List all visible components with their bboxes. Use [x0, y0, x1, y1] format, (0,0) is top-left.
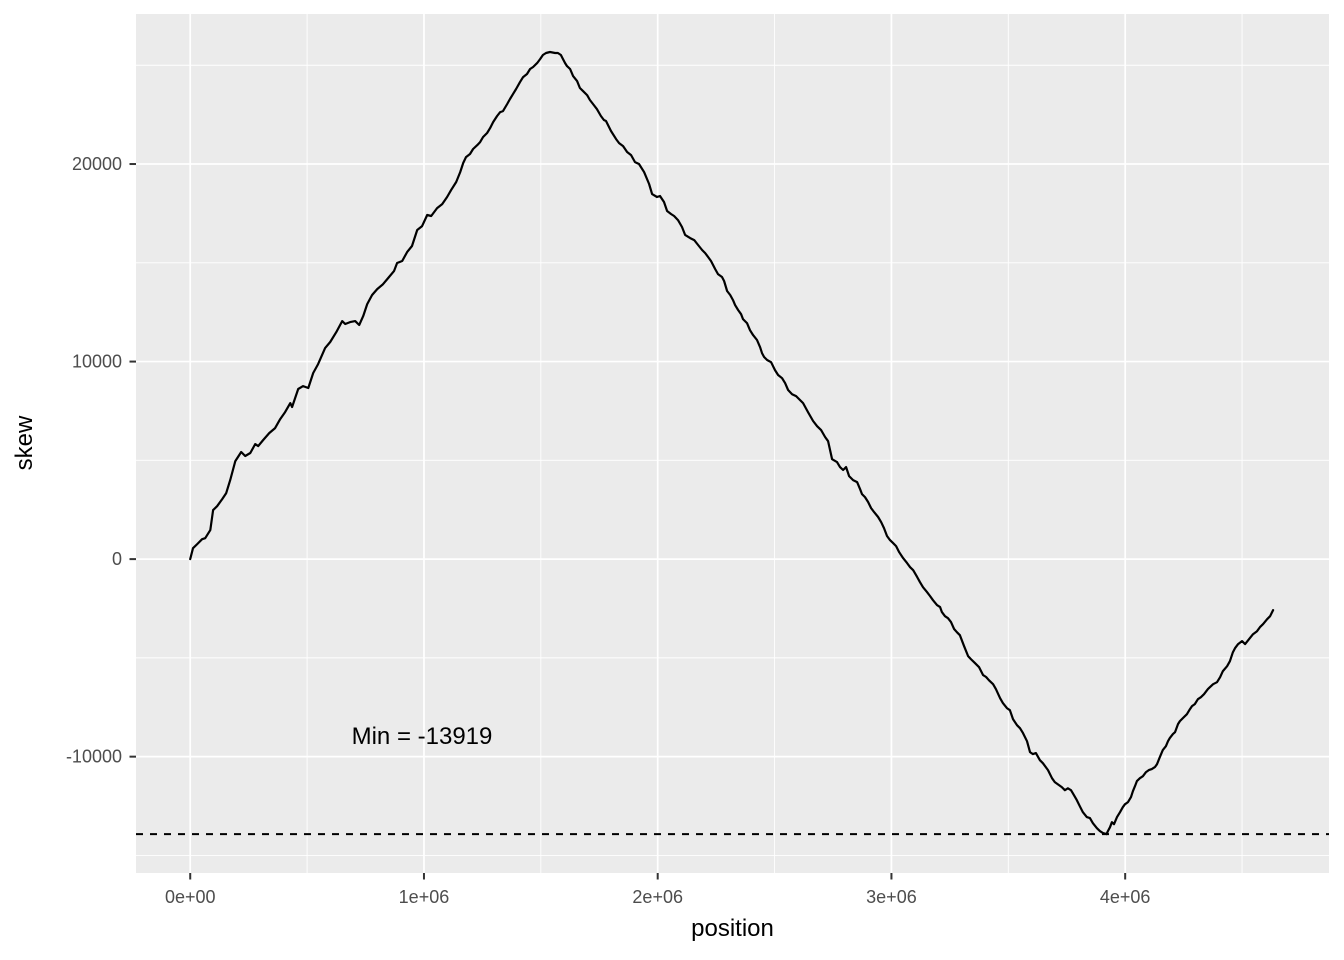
y-tick-label: -10000 [66, 747, 122, 767]
x-tick-label: 3e+06 [866, 887, 917, 907]
y-axis-title: skew [11, 415, 38, 471]
x-tick-label: 4e+06 [1100, 887, 1151, 907]
x-tick-label: 1e+06 [399, 887, 450, 907]
y-tick-label: 0 [112, 549, 122, 569]
y-tick-label: 10000 [72, 352, 122, 372]
x-tick-label: 2e+06 [632, 887, 683, 907]
x-axis-title: position [691, 915, 774, 942]
skew-line [189, 50, 1275, 836]
data-layer [136, 50, 1329, 836]
panel-background [136, 14, 1329, 873]
y-tick-label: 20000 [72, 154, 122, 174]
x-tick-label: 0e+00 [165, 887, 216, 907]
min-annotation: Min = -13919 [351, 723, 493, 750]
